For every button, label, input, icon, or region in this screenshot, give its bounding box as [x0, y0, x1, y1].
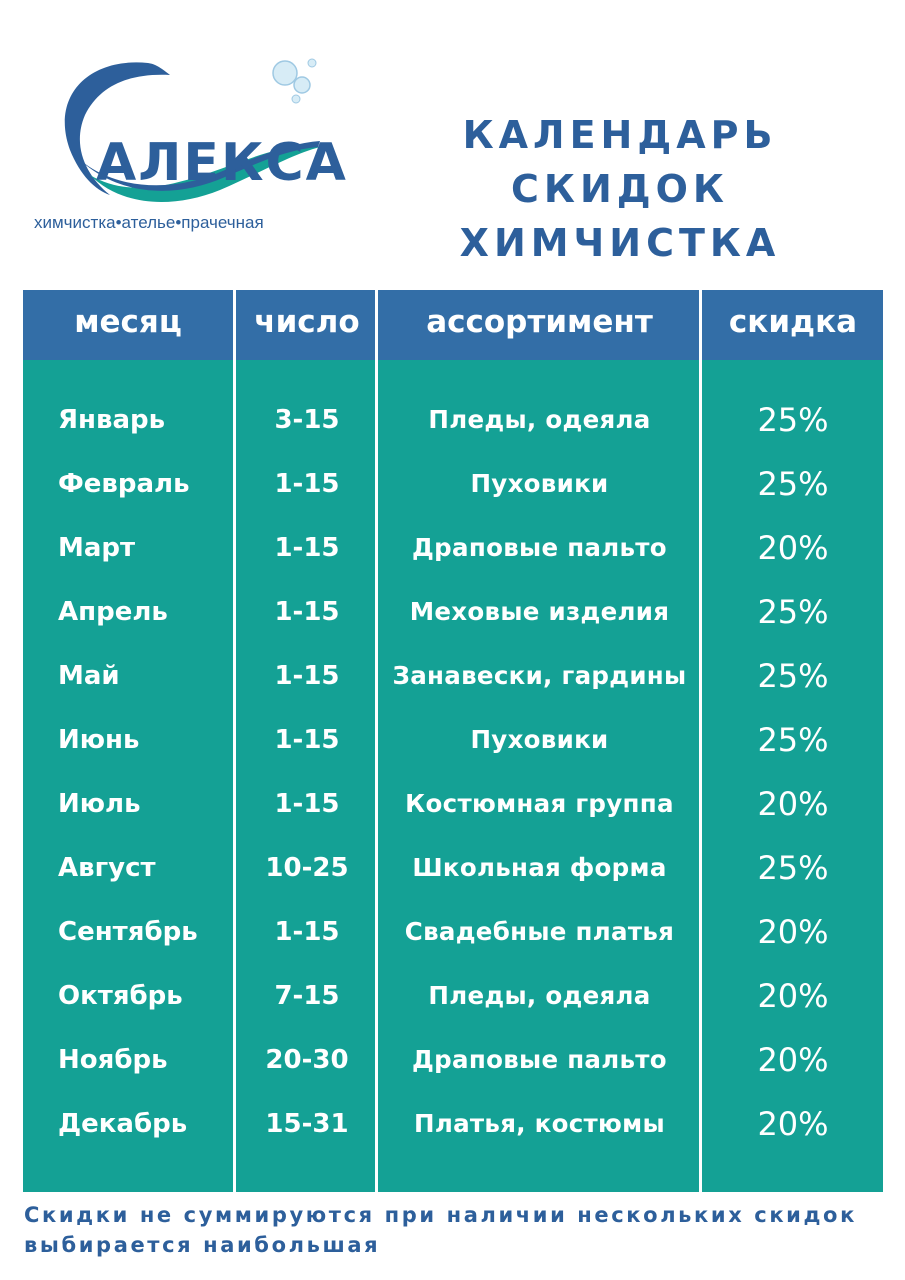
cell-month: Сентябрь — [58, 917, 198, 947]
cell-days: 1-15 — [274, 917, 340, 947]
header-month: месяц — [74, 304, 182, 340]
cell-month: Январь — [58, 405, 166, 435]
table-row: Февраль 1-15 Пуховики 25% — [23, 452, 883, 516]
cell-month: Ноябрь — [58, 1045, 168, 1075]
cell-discount: 20% — [757, 785, 829, 823]
cell-discount: 25% — [757, 465, 829, 503]
table-row: Сентябрь 1-15 Свадебные платья 20% — [23, 900, 883, 964]
cell-items: Пледы, одеяла — [428, 981, 651, 1010]
cell-discount: 25% — [757, 593, 829, 631]
logo-wave-graphic — [64, 58, 320, 202]
cell-discount: 20% — [757, 1041, 829, 1079]
table-row: Октябрь 7-15 Пледы, одеяла 20% — [23, 964, 883, 1028]
cell-items: Пуховики — [470, 725, 609, 754]
table-row: Июнь 1-15 Пуховики 25% — [23, 708, 883, 772]
cell-days: 15-31 — [265, 1109, 349, 1139]
header-day: число — [254, 304, 360, 340]
logo-tagline: химчистка•ателье•прачечная — [34, 213, 264, 232]
cell-month: Март — [58, 533, 136, 563]
title-line-2: ХИМЧИСТКА — [459, 221, 781, 265]
cell-days: 1-15 — [274, 661, 340, 691]
discount-table: месяц число ассортимент скидка Январь 3-1… — [23, 290, 883, 1192]
column-divider — [233, 290, 236, 1192]
table-row: Ноябрь 20-30 Драповые пальто 20% — [23, 1028, 883, 1092]
cell-items: Пледы, одеяла — [428, 405, 651, 434]
cell-days: 1-15 — [274, 725, 340, 755]
cell-days: 7-15 — [274, 981, 340, 1011]
cell-items: Меховые изделия — [409, 597, 670, 626]
cell-month: Декабрь — [58, 1109, 188, 1139]
cell-discount: 25% — [757, 721, 829, 759]
table-row: Август 10-25 Школьная форма 25% — [23, 836, 883, 900]
cell-days: 1-15 — [274, 469, 340, 499]
cell-items: Драповые пальто — [412, 1045, 667, 1074]
table-row: Апрель 1-15 Меховые изделия 25% — [23, 580, 883, 644]
cell-items: Занавески, гардины — [392, 661, 687, 690]
table-row: Декабрь 15-31 Платья, костюмы 20% — [23, 1092, 883, 1156]
cell-days: 1-15 — [274, 597, 340, 627]
cell-items: Драповые пальто — [412, 533, 667, 562]
cell-month: Июнь — [58, 725, 140, 755]
cell-items: Костюмная группа — [405, 789, 674, 818]
cell-days: 3-15 — [274, 405, 340, 435]
table-header — [23, 290, 883, 360]
cell-items: Школьная форма — [412, 853, 667, 882]
cell-discount: 20% — [757, 977, 829, 1015]
cell-days: 20-30 — [265, 1045, 349, 1075]
table-row: Май 1-15 Занавески, гардины 25% — [23, 644, 883, 708]
footer-line-2: выбирается наибольшая — [24, 1233, 381, 1257]
cell-month: Октябрь — [58, 981, 183, 1011]
column-divider — [699, 290, 702, 1192]
title-line-1: КАЛЕНДАРЬ СКИДОК — [462, 113, 778, 211]
header-items: ассортимент — [426, 304, 653, 340]
cell-days: 1-15 — [274, 789, 340, 819]
table-row: Март 1-15 Драповые пальто 20% — [23, 516, 883, 580]
column-divider — [375, 290, 378, 1192]
table-row: Январь 3-15 Пледы, одеяла 25% — [23, 388, 883, 452]
table-body — [23, 360, 883, 1192]
cell-discount: 25% — [757, 401, 829, 439]
footer-note: Скидки не суммируются при наличии нескол… — [24, 1200, 894, 1260]
cell-month: Июль — [58, 789, 141, 819]
cell-month: Август — [58, 853, 156, 883]
page-title: КАЛЕНДАРЬ СКИДОК ХИМЧИСТКА — [350, 108, 890, 270]
brand-logo: АЛЕКСА химчистка•ателье•прачечная — [30, 55, 346, 245]
footer-line-1: Скидки не суммируются при наличии нескол… — [24, 1203, 857, 1227]
cell-discount: 20% — [757, 1105, 829, 1143]
cell-month: Май — [58, 661, 120, 691]
header-discount: скидка — [728, 304, 858, 340]
table-row: Июль 1-15 Костюмная группа 20% — [23, 772, 883, 836]
cell-days: 10-25 — [265, 853, 349, 883]
cell-month: Апрель — [58, 597, 168, 627]
cell-discount: 20% — [757, 529, 829, 567]
cell-items: Свадебные платья — [404, 917, 675, 946]
cell-discount: 20% — [757, 913, 829, 951]
cell-discount: 25% — [757, 657, 829, 695]
cell-items: Платья, костюмы — [414, 1109, 665, 1138]
logo-name: АЛЕКСА — [96, 133, 348, 193]
cell-items: Пуховики — [470, 469, 609, 498]
cell-month: Февраль — [58, 469, 190, 499]
cell-days: 1-15 — [274, 533, 340, 563]
cell-discount: 25% — [757, 849, 829, 887]
